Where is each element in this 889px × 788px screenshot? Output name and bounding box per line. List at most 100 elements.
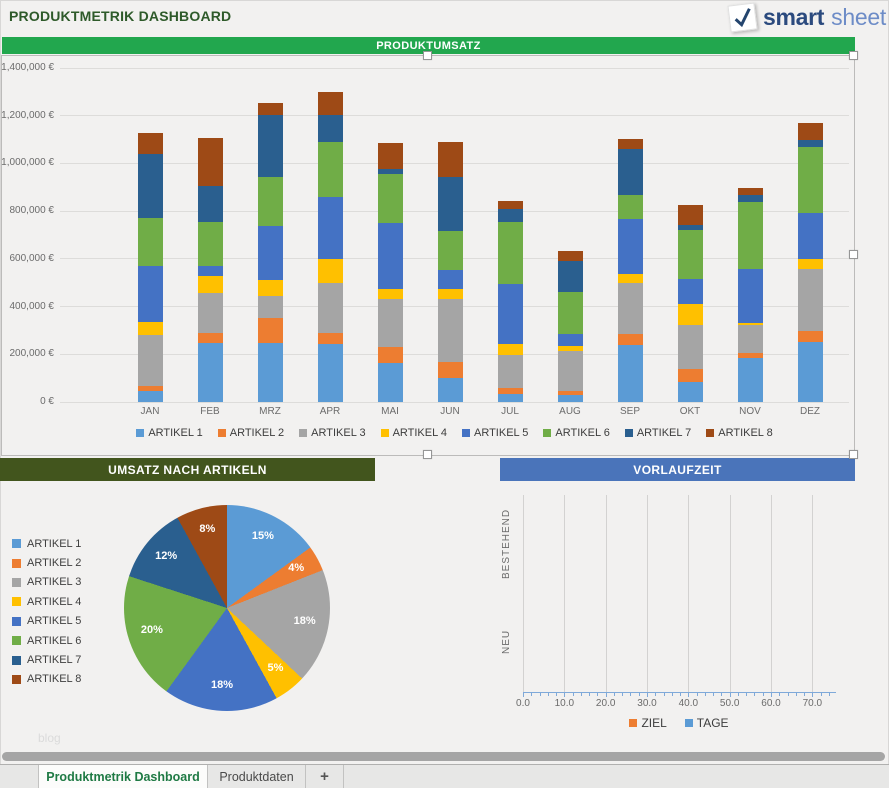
bar-segment[interactable]	[737, 325, 763, 353]
bar-segment[interactable]	[677, 381, 703, 402]
bar-segment[interactable]	[497, 344, 523, 356]
bar-segment[interactable]	[617, 274, 643, 284]
bar-segment[interactable]	[617, 218, 643, 275]
bar-segment[interactable]	[557, 391, 583, 396]
bar-segment[interactable]	[617, 138, 643, 150]
bar-segment[interactable]	[317, 282, 343, 334]
bar-segment[interactable]	[557, 250, 583, 261]
bar-segment[interactable]	[257, 296, 283, 318]
bar-segment[interactable]	[437, 377, 463, 402]
bar-segment[interactable]	[377, 222, 403, 289]
legend-item[interactable]: ARTIKEL 5	[12, 612, 81, 631]
bar-segment[interactable]	[197, 221, 223, 266]
bar-segment[interactable]	[797, 140, 823, 147]
horizontal-scrollbar[interactable]	[2, 752, 885, 761]
bar-segment[interactable]	[797, 330, 823, 342]
bar-segment[interactable]	[797, 146, 823, 213]
tab-produktdaten[interactable]: Produktdaten	[208, 765, 306, 788]
bar-segment[interactable]	[257, 115, 283, 177]
bar-segment[interactable]	[617, 195, 643, 219]
bar-segment[interactable]	[377, 174, 403, 223]
bar-segment[interactable]	[437, 298, 463, 363]
legend-item[interactable]: ARTIKEL 2	[217, 427, 284, 439]
bar-segment[interactable]	[377, 169, 403, 175]
bar-segment[interactable]	[617, 283, 643, 334]
bar-segment[interactable]	[497, 394, 523, 402]
bar-segment[interactable]	[377, 346, 403, 363]
selection-handle-bottom-center[interactable]	[423, 450, 432, 459]
legend-item[interactable]: ARTIKEL 3	[299, 427, 366, 439]
bar-segment[interactable]	[377, 288, 403, 299]
bar-segment[interactable]	[737, 268, 763, 323]
bar-segment[interactable]	[437, 231, 463, 270]
bar-segment[interactable]	[737, 322, 763, 326]
bar-segment[interactable]	[557, 395, 583, 402]
legend-item[interactable]: ARTIKEL 5	[462, 427, 528, 439]
bar-segment[interactable]	[617, 149, 643, 196]
bar-segment[interactable]	[257, 225, 283, 281]
legend-item[interactable]: ARTIKEL 2	[12, 553, 81, 572]
tab-produktmetrik-dashboard[interactable]: Produktmetrik Dashboard	[38, 765, 208, 788]
bar-segment[interactable]	[257, 176, 283, 226]
bar-segment[interactable]	[677, 225, 703, 230]
bar-segment[interactable]	[137, 153, 163, 219]
bar-segment[interactable]	[797, 212, 823, 260]
selection-handle-top-right[interactable]	[849, 51, 858, 60]
bar-segment[interactable]	[557, 345, 583, 351]
bar-segment[interactable]	[797, 123, 823, 141]
selection-handle-bottom-right[interactable]	[849, 450, 858, 459]
bar-segment[interactable]	[317, 344, 343, 402]
bar-segment[interactable]	[797, 259, 823, 269]
bar-segment[interactable]	[797, 341, 823, 402]
legend-item[interactable]: ARTIKEL 6	[543, 427, 610, 439]
bar-segment[interactable]	[437, 176, 463, 232]
bar-segment[interactable]	[797, 268, 823, 331]
bar-segment[interactable]	[557, 292, 583, 335]
bar-segment[interactable]	[257, 102, 283, 116]
bar-segment[interactable]	[497, 355, 523, 388]
bar-segment[interactable]	[137, 322, 163, 335]
bar-segment[interactable]	[437, 269, 463, 289]
selection-handle-top-center[interactable]	[423, 51, 432, 60]
bar-segment[interactable]	[317, 197, 343, 260]
legend-item[interactable]: ARTIKEL 1	[136, 427, 203, 439]
bar-segment[interactable]	[677, 205, 703, 226]
bar-segment[interactable]	[677, 229, 703, 280]
bar-segment[interactable]	[317, 91, 343, 116]
bar-segment[interactable]	[197, 266, 223, 277]
bar-segment[interactable]	[137, 391, 163, 402]
bar-segment[interactable]	[557, 260, 583, 293]
bar-segment[interactable]	[737, 195, 763, 203]
bar-segment[interactable]	[497, 208, 523, 222]
bar-segment[interactable]	[737, 187, 763, 196]
legend-item[interactable]: ARTIKEL 7	[12, 650, 81, 669]
bar-segment[interactable]	[197, 137, 223, 186]
bar-segment[interactable]	[617, 345, 643, 402]
bar-segment[interactable]	[497, 387, 523, 395]
legend-item[interactable]: TAGE	[684, 716, 729, 730]
legend-item[interactable]: ARTIKEL 8	[12, 670, 81, 689]
bar-segment[interactable]	[257, 342, 283, 402]
bar-segment[interactable]	[437, 288, 463, 299]
bar-segment[interactable]	[137, 133, 163, 154]
bar-segment[interactable]	[737, 352, 763, 358]
bar-segment[interactable]	[317, 259, 343, 283]
legend-item[interactable]: ARTIKEL 4	[12, 592, 81, 611]
bar-segment[interactable]	[497, 284, 523, 345]
legend-item[interactable]: ZIEL	[629, 716, 667, 730]
legend-item[interactable]: ARTIKEL 6	[12, 631, 81, 650]
bar-segment[interactable]	[497, 221, 523, 285]
bar-segment[interactable]	[557, 350, 583, 392]
bar-segment[interactable]	[257, 317, 283, 343]
pie-chart[interactable]: 15% 4% 18% 5% 18% 20% 12% 8%	[124, 505, 330, 711]
bar-segment[interactable]	[317, 142, 343, 198]
bar-segment[interactable]	[197, 333, 223, 344]
bar-segment[interactable]	[617, 333, 643, 346]
bar-segment[interactable]	[377, 143, 403, 170]
bar-segment[interactable]	[737, 357, 763, 402]
bar-segment[interactable]	[737, 202, 763, 269]
bar-segment[interactable]	[677, 279, 703, 305]
bar-segment[interactable]	[257, 280, 283, 297]
bar-segment[interactable]	[197, 292, 223, 334]
